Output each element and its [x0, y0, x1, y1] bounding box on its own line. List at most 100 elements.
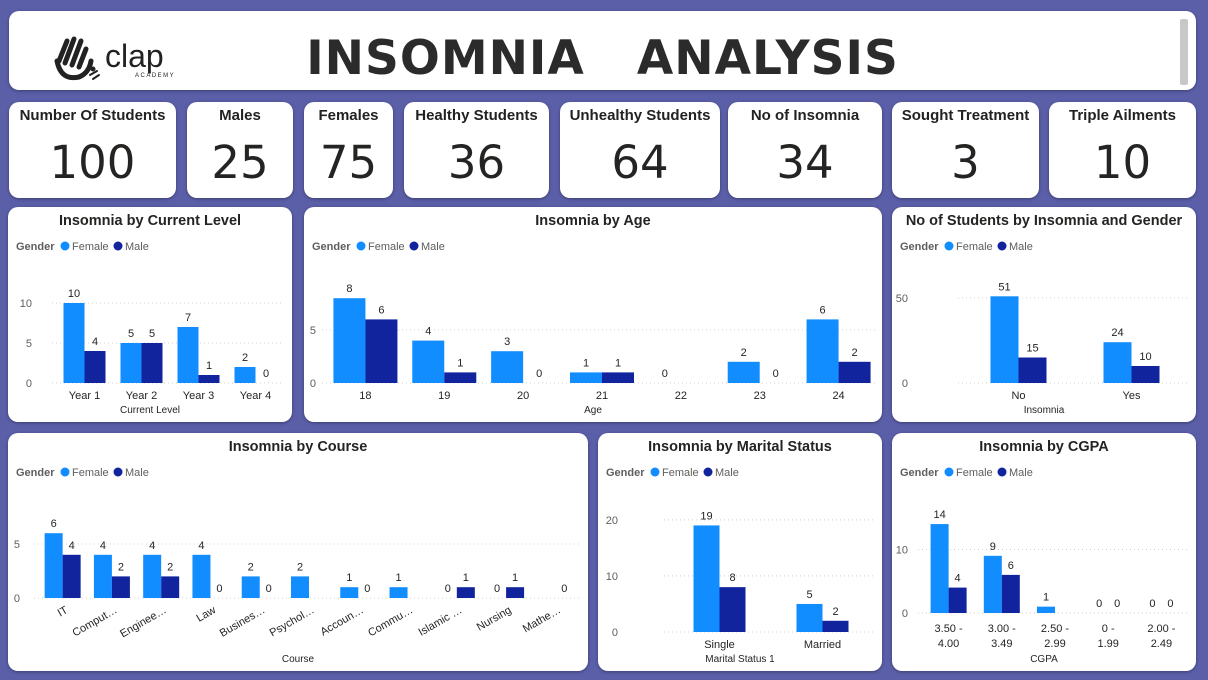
legend-title: Gender: [606, 467, 645, 479]
x-tick-label: IT: [56, 604, 71, 619]
x-tick-label: 0 -: [1102, 623, 1115, 635]
data-label: 4: [69, 540, 75, 552]
legend-female-marker: [650, 467, 660, 477]
y-tick-label: 0: [612, 627, 618, 639]
bar-male: [444, 372, 477, 383]
x-tick-label: 2.50 -: [1041, 623, 1069, 635]
x-tick-label: Mathe…: [521, 604, 563, 635]
kpi-value: 75: [319, 136, 378, 189]
data-label: 1: [583, 357, 589, 369]
x-axis-title: Course: [282, 654, 315, 665]
legend-male-label: Male: [125, 467, 149, 479]
y-tick-label: 10: [896, 544, 908, 556]
x-tick-label: 21: [596, 390, 608, 402]
kpi-label: No of Insomnia: [750, 107, 860, 124]
data-label: 4: [425, 326, 431, 338]
x-tick-label: Law: [194, 604, 218, 625]
kpi-card-females: Females 75: [304, 102, 393, 198]
data-label: 2: [741, 347, 747, 359]
chart-title: Insomnia by CGPA: [979, 439, 1109, 455]
x-tick-label: 19: [438, 390, 450, 402]
bar-male: [62, 554, 81, 598]
legend-title: Gender: [16, 467, 55, 479]
x-tick-label: Married: [804, 639, 841, 651]
data-label: 5: [149, 328, 155, 340]
y-tick-label: 5: [310, 325, 316, 337]
data-label: 0: [1114, 598, 1120, 610]
kpi-card-males: Males 25: [187, 102, 293, 198]
data-label: 2: [248, 561, 254, 573]
chart-card-marital: Insomnia by Marital Status Gender Female Ma…: [598, 433, 882, 671]
y-tick-label: 20: [606, 515, 618, 527]
data-label: 6: [51, 518, 57, 530]
scrollbar[interactable]: [1180, 19, 1188, 85]
chart-title: Insomnia by Course: [229, 439, 368, 455]
bar-male: [456, 587, 475, 598]
legend-male-marker: [113, 467, 123, 477]
data-label: 10: [1139, 351, 1151, 363]
kpi-value: 34: [776, 136, 834, 189]
data-label: 0: [445, 583, 451, 595]
bar-female: [806, 319, 839, 383]
x-tick-label: 18: [359, 390, 371, 402]
chart-title: Insomnia by Marital Status: [648, 439, 832, 455]
y-tick-label: 0: [14, 593, 20, 605]
bar-female: [727, 361, 760, 383]
bar-female: [177, 327, 199, 383]
legend-male-marker: [409, 241, 419, 251]
x-tick-label: Yes: [1123, 390, 1141, 402]
data-label: 2: [852, 347, 858, 359]
legend-female-label: Female: [662, 467, 699, 479]
y-tick-label: 50: [896, 293, 908, 305]
y-tick-label: 0: [902, 608, 908, 620]
bar-female: [412, 340, 445, 383]
x-tick-label: Single: [704, 639, 735, 651]
x-tick-label: No: [1011, 390, 1025, 402]
x-tick-label: Enginee…: [118, 604, 168, 640]
x-axis-title: Age: [584, 405, 602, 416]
legend-female-label: Female: [72, 241, 109, 253]
header-card: clap ACADEMY INSOMNIA ANALYSIS: [9, 11, 1196, 90]
bar-female: [340, 587, 359, 598]
kpi-value: 36: [447, 136, 506, 189]
chart-title: Insomnia by Age: [535, 213, 650, 229]
legend-female-label: Female: [368, 241, 405, 253]
data-label: 4: [955, 573, 961, 585]
data-label: 7: [185, 312, 191, 324]
x-tick-label: Accoun…: [318, 604, 365, 638]
kpi-value: 64: [611, 136, 669, 189]
data-label: 1: [463, 572, 469, 584]
legend-male-label: Male: [125, 241, 149, 253]
y-tick-label: 10: [606, 571, 618, 583]
bar-female: [241, 576, 260, 598]
legend-male-label: Male: [1009, 241, 1033, 253]
data-label: 4: [92, 336, 98, 348]
bar-female: [63, 303, 85, 383]
legend-male-label: Male: [1009, 467, 1033, 479]
data-label: 2: [118, 561, 124, 573]
data-label: 5: [128, 328, 134, 340]
legend-title: Gender: [900, 467, 939, 479]
bar-female: [389, 587, 408, 598]
kpi-value: 100: [49, 136, 136, 189]
clap-academy-logo: clap ACADEMY: [53, 31, 203, 87]
data-label: 0: [1096, 598, 1102, 610]
chart-card-gender: No of Students by Insomnia and Gender Gen…: [892, 207, 1196, 422]
data-label: 0: [773, 368, 779, 380]
data-label: 2: [297, 561, 303, 573]
bar-female: [291, 576, 309, 598]
data-label: 1: [457, 357, 463, 369]
y-tick-label: 10: [20, 298, 32, 310]
y-tick-label: 0: [902, 378, 908, 390]
data-label: 4: [149, 540, 155, 552]
x-tick-label: Islamic …: [417, 604, 465, 639]
bar-female: [333, 298, 366, 383]
kpi-label: Triple Ailments: [1069, 107, 1176, 124]
x-tick-label: 20: [517, 390, 529, 402]
kpi-card-sought-treatment: Sought Treatment 3: [892, 102, 1039, 198]
x-axis-title: Marital Status 1: [705, 654, 775, 665]
y-tick-label: 5: [26, 338, 32, 350]
legend-female-marker: [944, 241, 954, 251]
